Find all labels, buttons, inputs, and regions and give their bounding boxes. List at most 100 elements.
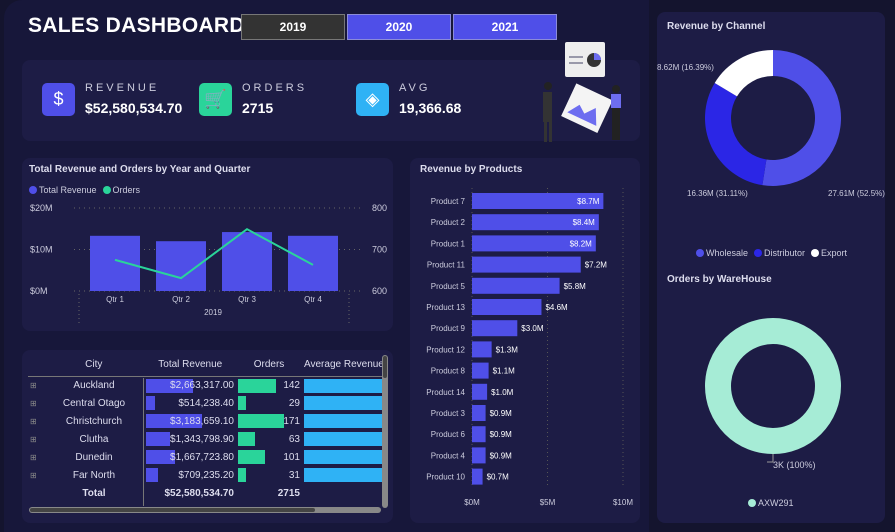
donut-slice-export[interactable] [714, 50, 773, 97]
product-bar[interactable] [472, 426, 486, 443]
product-bar[interactable] [472, 383, 488, 400]
vertical-scrollbar[interactable] [382, 355, 388, 508]
table-row[interactable]: ⊞ Dunedin $1,667,723.80 101 [28, 448, 382, 466]
kpi-revenue: $ REVENUE $52,580,534.70 [42, 82, 183, 116]
product-label: Product 12 [426, 345, 465, 354]
city-cell: Dunedin [75, 451, 113, 463]
city-table: City Total Revenue Orders Average Revenu… [28, 354, 382, 502]
year-2021-button[interactable]: 2021 [453, 14, 557, 40]
revenue-cell: $1,343,798.90 [144, 430, 236, 448]
table-row[interactable]: ⊞ Central Otago $514,238.40 29 [28, 394, 382, 412]
product-label: Product 13 [426, 303, 465, 312]
donut-slice-distributor[interactable] [705, 82, 767, 186]
combo-chart: $0M 600 $10M 700 $20M 800 Qtr 1 Qtr 2 Qtr 3 Qtr 4… [30, 203, 387, 323]
table-row[interactable]: ⊞ Christchurch $3,183,659.10 171 [28, 412, 382, 430]
price-tag-icon: ◈ [356, 83, 389, 116]
data-label: $3.0M [521, 324, 544, 333]
product-label: Product 2 [431, 218, 466, 227]
expand-icon[interactable]: ⊞ [30, 434, 37, 444]
expand-icon[interactable]: ⊞ [30, 416, 37, 426]
table-row[interactable]: ⊞ Auckland $2,663,317.00 142 [28, 376, 382, 394]
product-bar[interactable] [472, 299, 542, 315]
product-bar[interactable] [472, 341, 492, 358]
dollar-icon: $ [42, 83, 75, 116]
column-header-city[interactable]: City [44, 354, 144, 377]
column-header-average-revenue[interactable]: Average Revenue [302, 354, 382, 377]
page-title: SALES DASHBOARD [28, 14, 245, 37]
data-label: $8.2M [570, 239, 593, 248]
y-tick-label: $20M [30, 203, 53, 213]
table-row[interactable]: ⊞ Far North $709,235.20 31 [28, 466, 382, 484]
product-bar[interactable] [472, 447, 486, 464]
channel-legend: Wholesale Distributor Export [696, 248, 847, 258]
product-bar[interactable] [472, 277, 560, 294]
column-header-orders[interactable]: Orders [236, 354, 302, 377]
expand-icon[interactable]: ⊞ [30, 380, 37, 390]
product-bar[interactable] [472, 468, 483, 485]
channel-donut-chart: 27.61M (52.5%) 16.36M (31.11%) 8.62M (16.3… [657, 50, 885, 198]
city-cell: Christchurch [65, 415, 123, 427]
table-row[interactable]: ⊞ Clutha $1,343,798.90 63 [28, 430, 382, 448]
chart-title: Total Revenue and Orders by Year and Qua… [29, 164, 251, 175]
donut-slice-axw291[interactable] [705, 318, 841, 454]
legend-distributor[interactable]: Distributor [754, 248, 805, 258]
chart-title: Revenue by Products [420, 164, 523, 175]
x-tick-label: Qtr 1 [106, 295, 124, 304]
revenue-bar[interactable] [90, 235, 140, 291]
product-label: Product 1 [431, 239, 466, 248]
data-label: $1.3M [496, 345, 519, 354]
data-label: $1.0M [491, 388, 514, 397]
x-tick-label: $0M [464, 498, 480, 507]
legend-axw291[interactable]: AXW291 [748, 498, 794, 508]
orders-cell: 171 [236, 412, 302, 430]
legend-wholesale[interactable]: Wholesale [696, 248, 748, 258]
year-2020-button[interactable]: 2020 [347, 14, 451, 40]
avg-revenue-cell [302, 394, 382, 412]
year-2019-button[interactable]: 2019 [241, 14, 345, 40]
expand-icon[interactable]: ⊞ [30, 470, 37, 480]
orders-cell: 63 [236, 430, 302, 448]
x-tick-label: Qtr 4 [304, 295, 322, 304]
slice-label: 3K (100%) [773, 460, 816, 470]
product-bar[interactable] [472, 405, 486, 421]
revenue-cell: $709,235.20 [144, 466, 236, 484]
product-bar[interactable] [472, 193, 604, 209]
orders-cell: 31 [236, 466, 302, 484]
slice-label: 8.62M (16.39%) [657, 63, 714, 72]
x-tick-label: $5M [540, 498, 556, 507]
legend-orders[interactable]: Orders [102, 185, 140, 195]
x-tick-label: $10M [613, 498, 633, 507]
revenue-cell: $1,667,723.80 [144, 448, 236, 466]
kpi-avg: ◈ AVG 19,366.68 [356, 82, 461, 116]
data-label: $8.4M [573, 218, 596, 227]
avg-revenue-cell [302, 466, 382, 484]
products-bar-chart: $0M $5M $10M Product 7 $8.7M Product 2 $8.4M Pr… [426, 188, 633, 507]
legend-export[interactable]: Export [811, 248, 847, 258]
x-tick-label: Qtr 3 [238, 295, 256, 304]
product-label: Product 9 [431, 324, 466, 333]
city-cell: Far North [72, 469, 116, 481]
product-bar[interactable] [472, 214, 599, 231]
revenue-bar[interactable] [288, 235, 338, 291]
expand-icon[interactable]: ⊞ [30, 398, 37, 408]
legend-total-revenue[interactable]: Total Revenue [29, 185, 97, 195]
horizontal-scrollbar[interactable] [29, 507, 381, 513]
column-divider [143, 378, 144, 506]
data-label: $1.1M [493, 367, 516, 376]
cart-icon: 🛒 [199, 83, 232, 116]
expand-icon[interactable]: ⊞ [30, 452, 37, 462]
y2-tick-label: 600 [372, 286, 387, 296]
product-bar[interactable] [472, 256, 581, 273]
kpi-value: $52,580,534.70 [85, 100, 183, 116]
product-bar[interactable] [472, 320, 518, 337]
revenue-cell: $514,238.40 [144, 394, 236, 412]
product-bar[interactable] [472, 362, 489, 379]
column-header-total-revenue[interactable]: Total Revenue [144, 354, 236, 377]
kpi-orders: 🛒 ORDERS 2715 [199, 82, 307, 116]
product-bar[interactable] [472, 235, 596, 252]
orders-cell: 142 [236, 376, 302, 394]
data-label: $0.9M [490, 430, 513, 439]
avg-revenue-cell [302, 448, 382, 466]
donut-slice-wholesale[interactable] [762, 50, 841, 187]
data-label: $0.7M [487, 473, 510, 482]
